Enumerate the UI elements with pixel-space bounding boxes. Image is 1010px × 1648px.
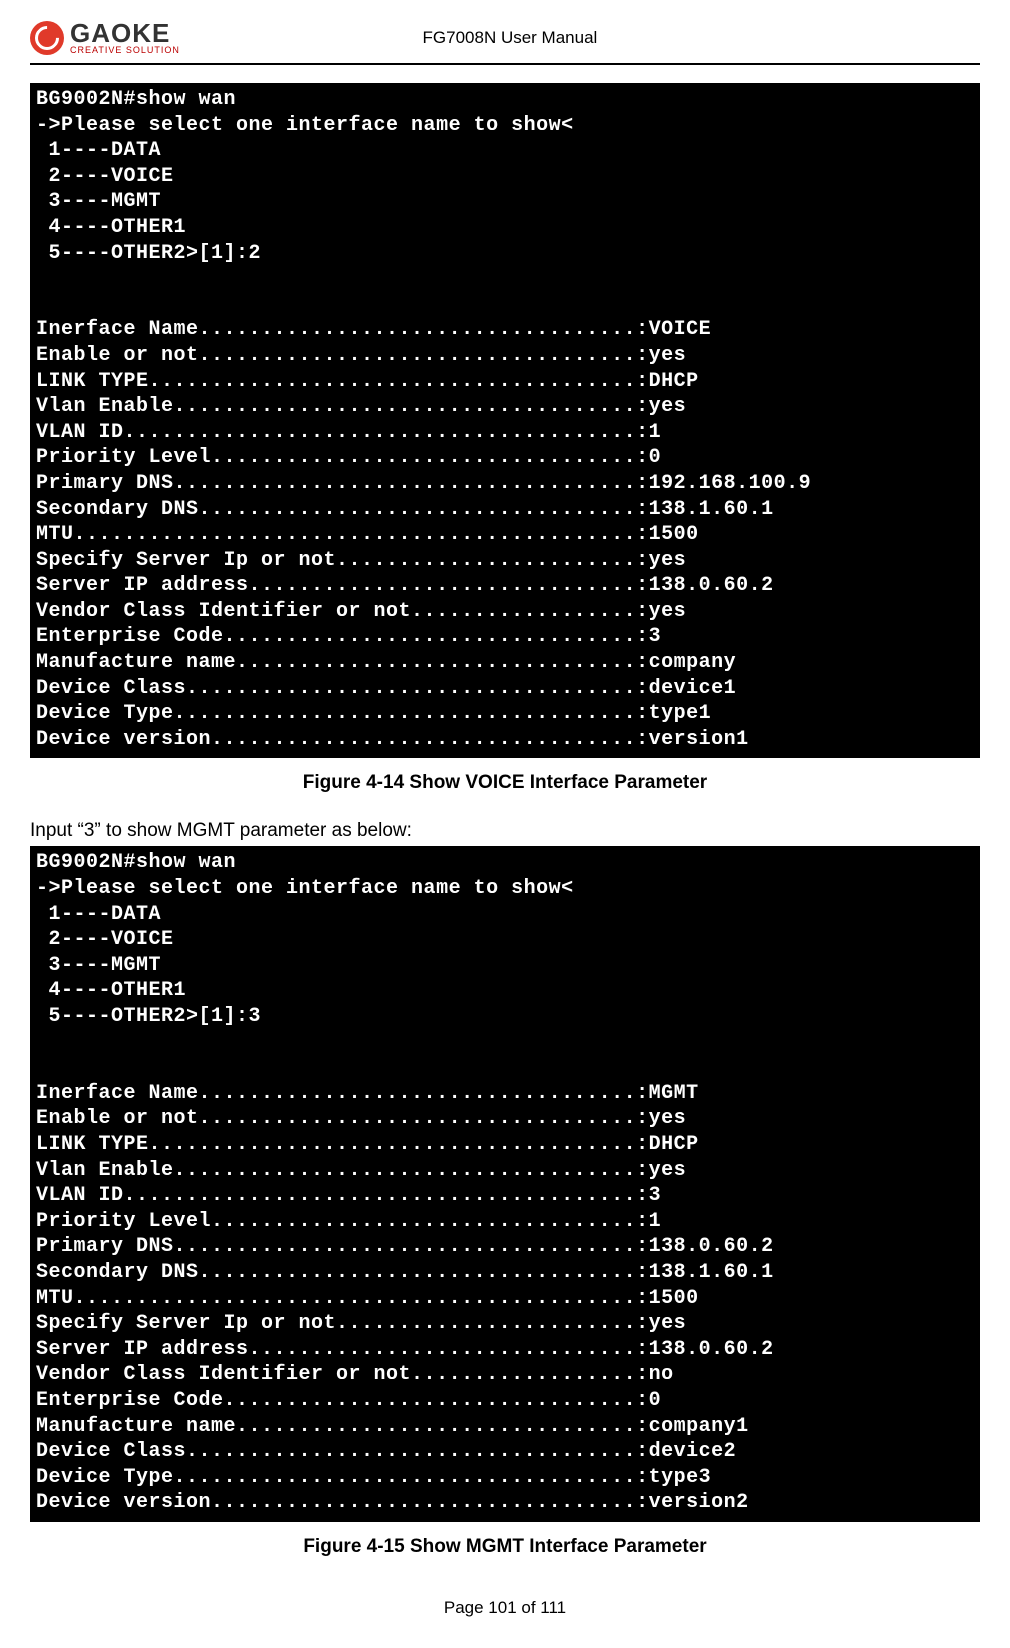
page-footer: Page 101 of 111 [30, 1598, 980, 1618]
terminal-voice: BG9002N#show wan ->Please select one int… [30, 83, 980, 758]
doc-title: FG7008N User Manual [180, 28, 980, 48]
terminal-mgmt: BG9002N#show wan ->Please select one int… [30, 846, 980, 1521]
logo-block: GAOKE CREATIVE SOLUTION [30, 20, 180, 55]
logo-text: GAOKE CREATIVE SOLUTION [70, 20, 180, 55]
logo-tagline: CREATIVE SOLUTION [70, 46, 180, 55]
logo-brand: GAOKE [70, 20, 180, 46]
instruction-text: Input “3” to show MGMT parameter as belo… [30, 820, 980, 842]
page-header: GAOKE CREATIVE SOLUTION FG7008N User Man… [30, 20, 980, 65]
logo-icon [30, 21, 64, 55]
figure-caption-4-15: Figure 4-15 Show MGMT Interface Paramete… [30, 1536, 980, 1558]
page: GAOKE CREATIVE SOLUTION FG7008N User Man… [0, 0, 1010, 1648]
figure-caption-4-14: Figure 4-14 Show VOICE Interface Paramet… [30, 772, 980, 794]
